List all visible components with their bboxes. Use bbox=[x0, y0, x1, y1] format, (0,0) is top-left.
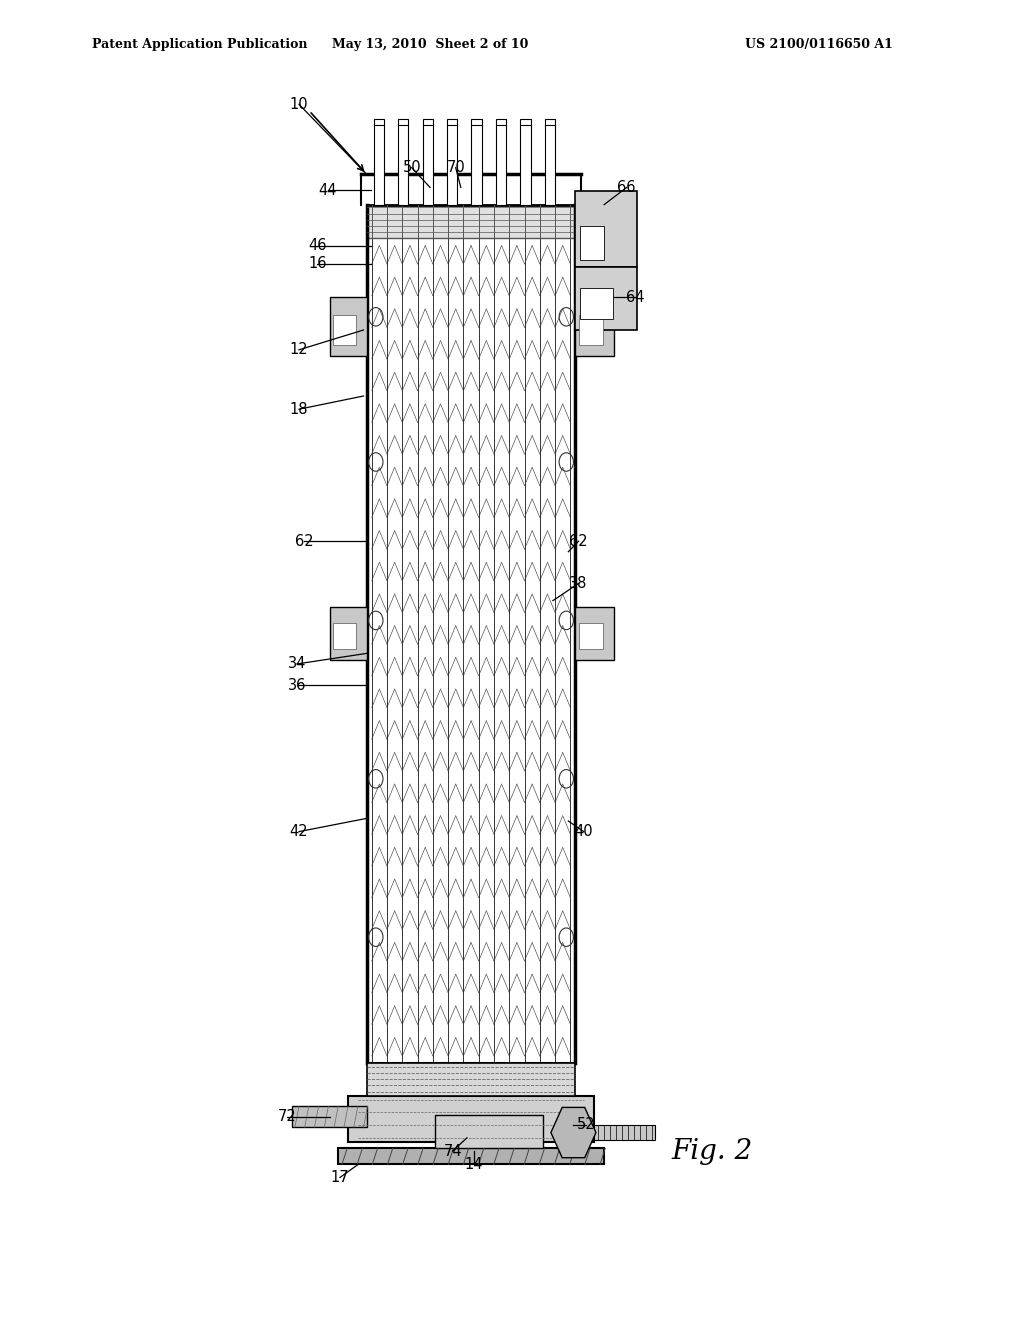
Text: 72: 72 bbox=[278, 1109, 296, 1125]
Text: May 13, 2010  Sheet 2 of 10: May 13, 2010 Sheet 2 of 10 bbox=[332, 38, 528, 51]
Bar bbox=[471, 119, 481, 205]
Text: 70: 70 bbox=[446, 160, 465, 176]
Polygon shape bbox=[551, 1107, 596, 1158]
Text: 62: 62 bbox=[295, 533, 313, 549]
Bar bbox=[545, 119, 555, 205]
Text: 52: 52 bbox=[577, 1117, 595, 1133]
Text: 40: 40 bbox=[574, 824, 593, 840]
Text: Fig. 2: Fig. 2 bbox=[671, 1138, 753, 1164]
Text: 17: 17 bbox=[331, 1170, 349, 1185]
Bar bbox=[398, 119, 409, 205]
Bar bbox=[348, 1096, 594, 1142]
Text: 14: 14 bbox=[465, 1156, 483, 1172]
Text: 34: 34 bbox=[288, 656, 306, 672]
Bar bbox=[367, 205, 575, 238]
Text: 12: 12 bbox=[290, 342, 308, 358]
Text: 66: 66 bbox=[617, 180, 636, 195]
Bar bbox=[423, 119, 433, 205]
Text: 44: 44 bbox=[318, 182, 337, 198]
Bar bbox=[580, 623, 603, 649]
Bar bbox=[334, 314, 355, 345]
Bar bbox=[367, 1063, 575, 1096]
Bar bbox=[338, 1148, 604, 1164]
Bar bbox=[435, 1115, 543, 1148]
Text: 50: 50 bbox=[402, 160, 421, 176]
Bar bbox=[292, 1106, 367, 1127]
Bar bbox=[520, 119, 530, 205]
Bar bbox=[594, 1125, 655, 1140]
Bar bbox=[575, 297, 614, 356]
Bar bbox=[496, 119, 506, 205]
Bar bbox=[575, 267, 637, 330]
Text: 16: 16 bbox=[308, 256, 327, 272]
Bar bbox=[580, 288, 613, 319]
Text: 36: 36 bbox=[288, 677, 306, 693]
Text: 42: 42 bbox=[290, 824, 308, 840]
Text: 64: 64 bbox=[626, 289, 644, 305]
Text: 62: 62 bbox=[569, 533, 588, 549]
Text: 38: 38 bbox=[569, 576, 588, 591]
Bar bbox=[580, 314, 603, 345]
Bar bbox=[330, 607, 367, 660]
Text: US 2100/0116650 A1: US 2100/0116650 A1 bbox=[745, 38, 893, 51]
Text: Patent Application Publication: Patent Application Publication bbox=[92, 38, 307, 51]
Bar bbox=[330, 297, 367, 356]
Bar bbox=[447, 119, 458, 205]
Bar bbox=[575, 191, 637, 267]
Bar bbox=[334, 623, 355, 649]
Bar bbox=[575, 607, 614, 660]
Text: 10: 10 bbox=[290, 96, 308, 112]
Bar bbox=[580, 226, 604, 260]
Text: 46: 46 bbox=[308, 238, 327, 253]
Bar bbox=[374, 119, 384, 205]
Bar bbox=[367, 205, 575, 1063]
Text: 74: 74 bbox=[443, 1143, 462, 1159]
Text: 18: 18 bbox=[290, 401, 308, 417]
